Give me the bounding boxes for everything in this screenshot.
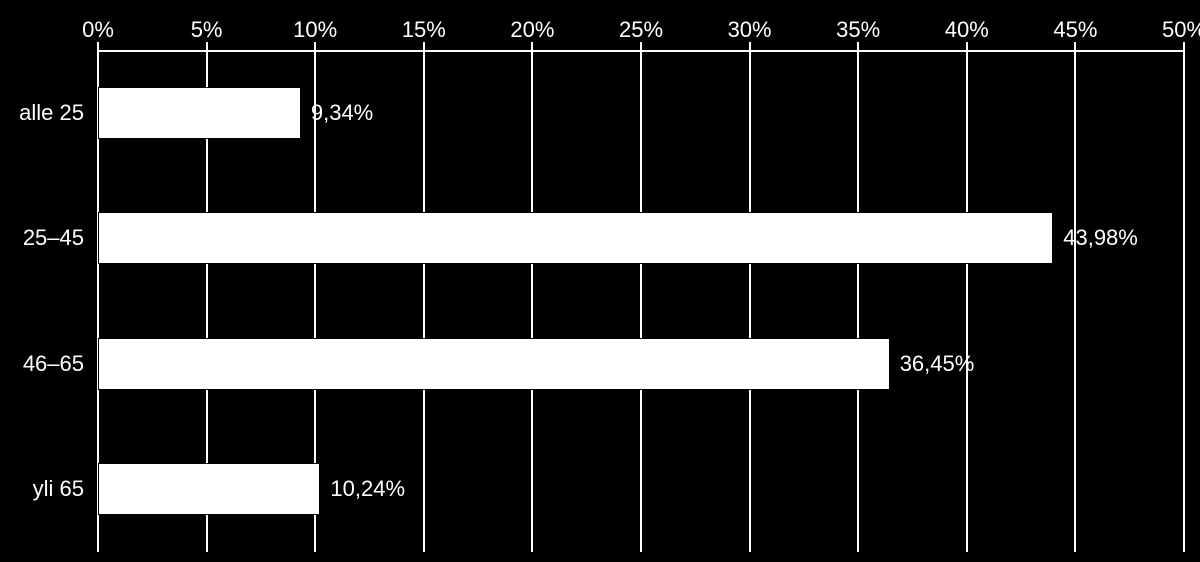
bar: [98, 338, 890, 390]
x-axis-tick-label: 40%: [945, 17, 989, 43]
bar: [98, 212, 1053, 264]
x-axis-tick-label: 10%: [293, 17, 337, 43]
x-axis-tick-label: 20%: [510, 17, 554, 43]
gridline: [531, 50, 533, 552]
tick-mark: [857, 42, 859, 50]
gridline: [1183, 50, 1185, 552]
tick-mark: [640, 42, 642, 50]
tick-mark: [206, 42, 208, 50]
tick-mark: [423, 42, 425, 50]
tick-mark: [97, 42, 99, 50]
x-axis-tick-label: 35%: [836, 17, 880, 43]
gridline: [966, 50, 968, 552]
bar: [98, 463, 320, 515]
category-label: alle 25: [19, 100, 84, 126]
x-axis-tick-label: 15%: [402, 17, 446, 43]
x-axis-tick-label: 45%: [1053, 17, 1097, 43]
tick-mark: [531, 42, 533, 50]
category-label: 25–45: [23, 225, 84, 251]
tick-mark: [1074, 42, 1076, 50]
x-axis-tick-label: 25%: [619, 17, 663, 43]
bar-value-label: 9,34%: [311, 100, 373, 126]
tick-mark: [966, 42, 968, 50]
bar: [98, 87, 301, 139]
gridline: [749, 50, 751, 552]
bar-value-label: 43,98%: [1063, 225, 1138, 251]
bar-value-label: 36,45%: [900, 351, 975, 377]
tick-mark: [1183, 42, 1185, 50]
gridline: [640, 50, 642, 552]
category-label: yli 65: [33, 476, 84, 502]
gridline: [857, 50, 859, 552]
tick-mark: [314, 42, 316, 50]
gridline: [423, 50, 425, 552]
category-label: 46–65: [23, 351, 84, 377]
gridline: [1074, 50, 1076, 552]
tick-mark: [749, 42, 751, 50]
bar-value-label: 10,24%: [330, 476, 405, 502]
x-axis-tick-label: 5%: [191, 17, 223, 43]
horizontal-bar-chart: 0% 5% 10% 15% 20% 25% 30% 35% 40% 45% 50% alle 25 9,…: [0, 0, 1200, 562]
x-axis-tick-label: 50%: [1162, 17, 1200, 43]
x-axis-tick-label: 0%: [82, 17, 114, 43]
x-axis-tick-label: 30%: [728, 17, 772, 43]
